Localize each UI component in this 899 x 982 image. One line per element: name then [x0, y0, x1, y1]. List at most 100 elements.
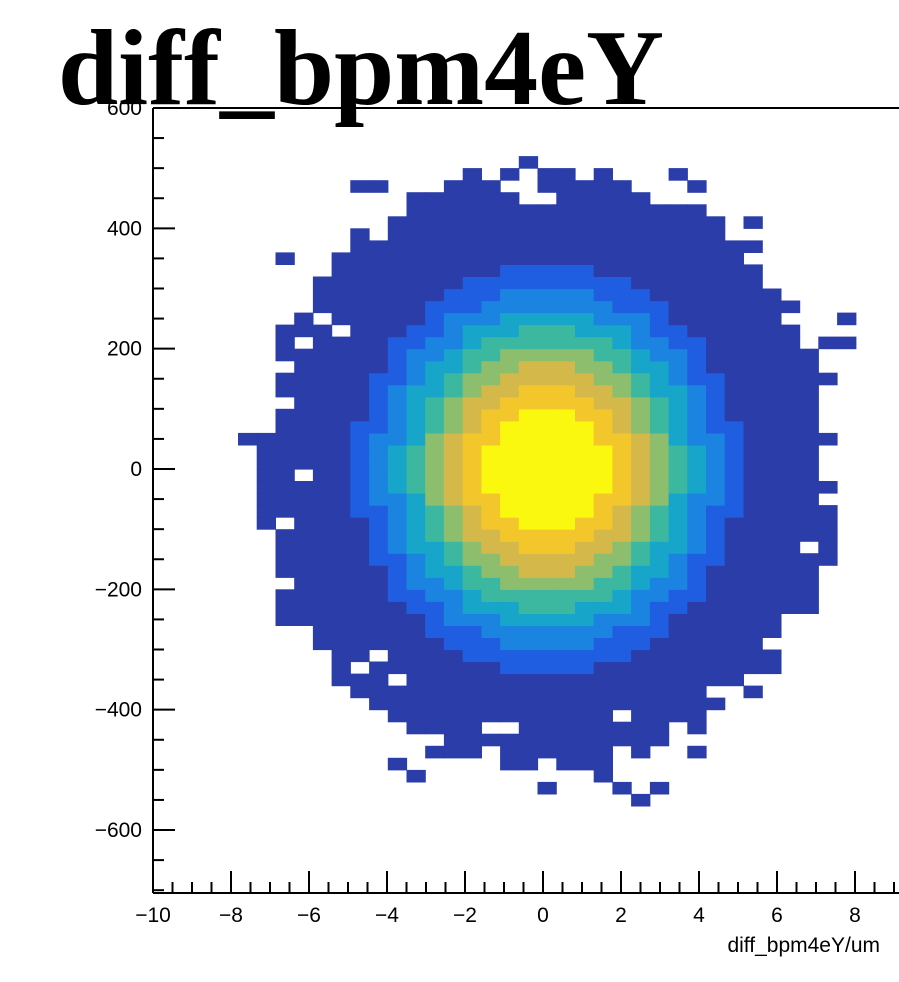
heatmap-cell [649, 252, 670, 265]
heatmap-cell [369, 661, 389, 675]
heatmap-cell [668, 240, 688, 253]
heatmap-cell [537, 721, 557, 735]
heatmap-cell [350, 649, 370, 663]
heatmap-cell [687, 252, 707, 265]
x-tick-label: −8 [219, 904, 243, 927]
heatmap-cell [462, 745, 482, 759]
heatmap-cell [706, 360, 726, 374]
heatmap-cell [425, 541, 445, 554]
heatmap-cell [780, 360, 801, 374]
heatmap-cell [799, 396, 819, 410]
heatmap-cell [500, 276, 520, 290]
heatmap-cell [331, 457, 351, 470]
heatmap-cell [518, 697, 539, 711]
heatmap-cell [612, 613, 632, 626]
heatmap-cell [387, 216, 408, 229]
heatmap-cell [537, 216, 557, 229]
heatmap-cell [762, 553, 782, 566]
heatmap-cell [387, 661, 408, 675]
heatmap-cell [425, 505, 445, 518]
heatmap-cell [406, 469, 426, 482]
heatmap-cell [312, 336, 333, 350]
heatmap-cell [593, 457, 613, 470]
heatmap-cell [331, 493, 351, 506]
heatmap-cell [275, 613, 295, 626]
heatmap-cell [518, 252, 539, 265]
heatmap-cell [500, 216, 520, 229]
heatmap-cell [631, 541, 651, 554]
heatmap-cell [668, 697, 688, 711]
heatmap-cell [537, 529, 557, 542]
heatmap-cell [312, 481, 333, 494]
heatmap-cell [500, 577, 520, 590]
heatmap-cell [331, 577, 351, 590]
heatmap-cell [406, 444, 426, 458]
heatmap-cell [312, 529, 333, 542]
heatmap-cell [369, 697, 389, 711]
heatmap-cell [369, 252, 389, 265]
heatmap-cell [743, 300, 763, 314]
heatmap-cell [743, 529, 763, 542]
heatmap-cell [481, 372, 501, 386]
heatmap-cell [462, 529, 482, 542]
heatmap-cell [294, 529, 314, 542]
heatmap-cell [406, 252, 426, 265]
heatmap-cell [500, 493, 520, 506]
heatmap-cell [518, 685, 539, 699]
heatmap-cell [518, 589, 539, 602]
heatmap-cell [612, 324, 632, 338]
heatmap-cell [481, 709, 501, 723]
heatmap-cell [706, 553, 726, 566]
heatmap-cell [649, 336, 670, 350]
heatmap-cell [406, 204, 426, 217]
heatmap-cell [593, 288, 613, 302]
heatmap-cell [537, 204, 557, 217]
heatmap-cell [687, 481, 707, 494]
heatmap-cell [593, 192, 613, 205]
heatmap-cell [481, 613, 501, 626]
heatmap-cell [331, 444, 351, 458]
heatmap-cell [500, 697, 520, 711]
heatmap-cell [481, 577, 501, 590]
heatmap-cell [443, 252, 464, 265]
heatmap-cell [275, 481, 295, 494]
heatmap-cell [724, 372, 744, 386]
heatmap-cell [275, 553, 295, 566]
heatmap-cell [462, 565, 482, 578]
heatmap-cell [743, 517, 763, 530]
heatmap-cell [500, 240, 520, 253]
y-tick-label: −400 [95, 699, 142, 722]
heatmap-cell [724, 529, 744, 542]
heatmap-cell [612, 637, 632, 651]
heatmap-cell [537, 685, 557, 699]
heatmap-cell [649, 529, 670, 542]
heatmap-cell [537, 577, 557, 590]
heatmap-cell [462, 384, 482, 398]
heatmap-cell [593, 661, 613, 675]
heatmap-cell [612, 372, 632, 386]
heatmap-cell [331, 384, 351, 398]
heatmap-cell [443, 613, 464, 626]
heatmap-cell [331, 336, 351, 350]
heatmap-cell [462, 300, 482, 314]
heatmap-cell [369, 589, 389, 602]
heatmap-cell [294, 408, 314, 422]
heatmap-cell [818, 372, 838, 386]
heatmap-cell [537, 264, 557, 277]
heatmap-cell [387, 469, 408, 482]
heatmap-cell [743, 372, 763, 386]
heatmap-cell [537, 541, 557, 554]
heatmap-cell [593, 300, 613, 314]
heatmap-cell [462, 252, 482, 265]
heatmap-cell [743, 264, 763, 277]
heatmap-cell [387, 613, 408, 626]
heatmap-cell [518, 348, 539, 362]
heatmap-cell [612, 252, 632, 265]
heatmap-cell [500, 300, 520, 314]
heatmap-cell [687, 348, 707, 362]
heatmap-cell [350, 252, 370, 265]
heatmap-cell [462, 204, 482, 217]
heatmap-cell [593, 505, 613, 518]
heatmap-cell [369, 469, 389, 482]
heatmap-cell [706, 336, 726, 350]
